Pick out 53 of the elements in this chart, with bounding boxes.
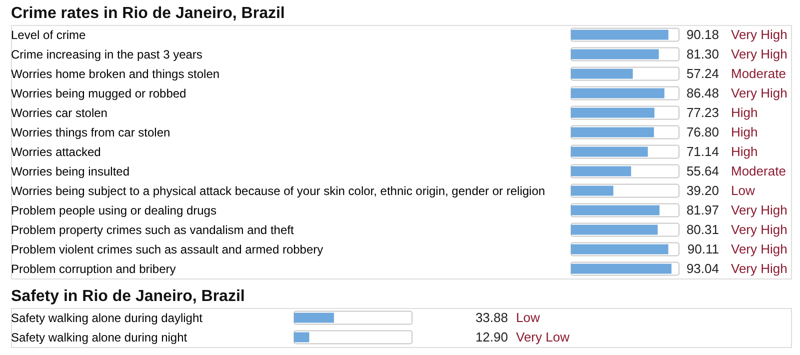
text: Low	[731, 182, 756, 198]
text: High	[731, 124, 758, 140]
y-tick-label: Safety walking alone during night	[11, 330, 188, 344]
bar	[571, 186, 614, 196]
text: Moderate	[731, 66, 786, 81]
y-tick-label: Worries being insulted	[11, 164, 130, 178]
text: Safety in Rio de Janeiro, Brazil	[11, 288, 245, 305]
y-tick-label: Worries being mugged or robbed	[11, 86, 186, 100]
y-tick-label: Crime increasing in the past 3 years	[11, 47, 202, 62]
text: Very High	[731, 241, 788, 256]
text: Very High	[731, 222, 788, 237]
data-label: 81.30	[686, 46, 719, 62]
y-tick-label: Problem property crimes such as vandalism and theft	[11, 222, 294, 237]
y-tick-label: Safety walking alone during daylight	[11, 310, 204, 325]
text: High	[731, 104, 758, 120]
y-tick-label: Worries being subject to a physical attack because of your skin color, ethnic origin, gender or religion	[11, 184, 546, 198]
bar	[571, 166, 632, 176]
data-label: 90.11	[687, 241, 719, 256]
y-tick-label: Worries home broken and things stolen	[11, 66, 220, 81]
data-label: 77.23	[686, 104, 719, 120]
data-label: 81.97	[686, 202, 719, 218]
data-label: 86.48	[686, 85, 719, 100]
data-label: 93.04	[686, 260, 719, 276]
text: Low	[516, 310, 540, 325]
bar	[571, 108, 654, 118]
data-label: 55.64	[686, 163, 719, 178]
bar	[571, 146, 648, 157]
data-label: 39.20	[686, 182, 719, 198]
y-tick-label: Worries attacked	[11, 144, 101, 159]
bar	[571, 68, 633, 79]
data-label: 12.90	[475, 329, 508, 344]
text: Very Low	[516, 329, 570, 344]
y-tick-label: Problem people using or dealing drugs	[11, 203, 216, 218]
y-tick-label: Problem corruption and bribery	[11, 262, 176, 276]
data-label: 33.88	[475, 310, 508, 325]
y-tick-label: Worries things from car stolen	[11, 125, 170, 140]
y-tick-label: Level of crime	[11, 28, 86, 42]
y-tick-label: Worries car stolen	[11, 106, 108, 120]
text: Very High	[731, 202, 788, 218]
y-tick-label: Problem violent crimes such as assault and armed robbery	[11, 242, 324, 256]
bar	[571, 127, 654, 138]
text: Moderate	[731, 163, 786, 178]
text: Very High	[731, 26, 788, 42]
text: High	[731, 144, 758, 159]
text: Crime rates in Rio de Janeiro, Brazil	[11, 5, 285, 22]
data-label: 80.31	[686, 222, 719, 237]
data-label: 71.14	[686, 144, 719, 159]
text: Very High	[731, 85, 788, 100]
data-label: 90.18	[686, 26, 719, 42]
text: Very High	[731, 46, 788, 62]
data-label: 57.24	[686, 66, 719, 81]
text: Very High	[731, 260, 788, 276]
data-label: 76.80	[686, 124, 719, 140]
